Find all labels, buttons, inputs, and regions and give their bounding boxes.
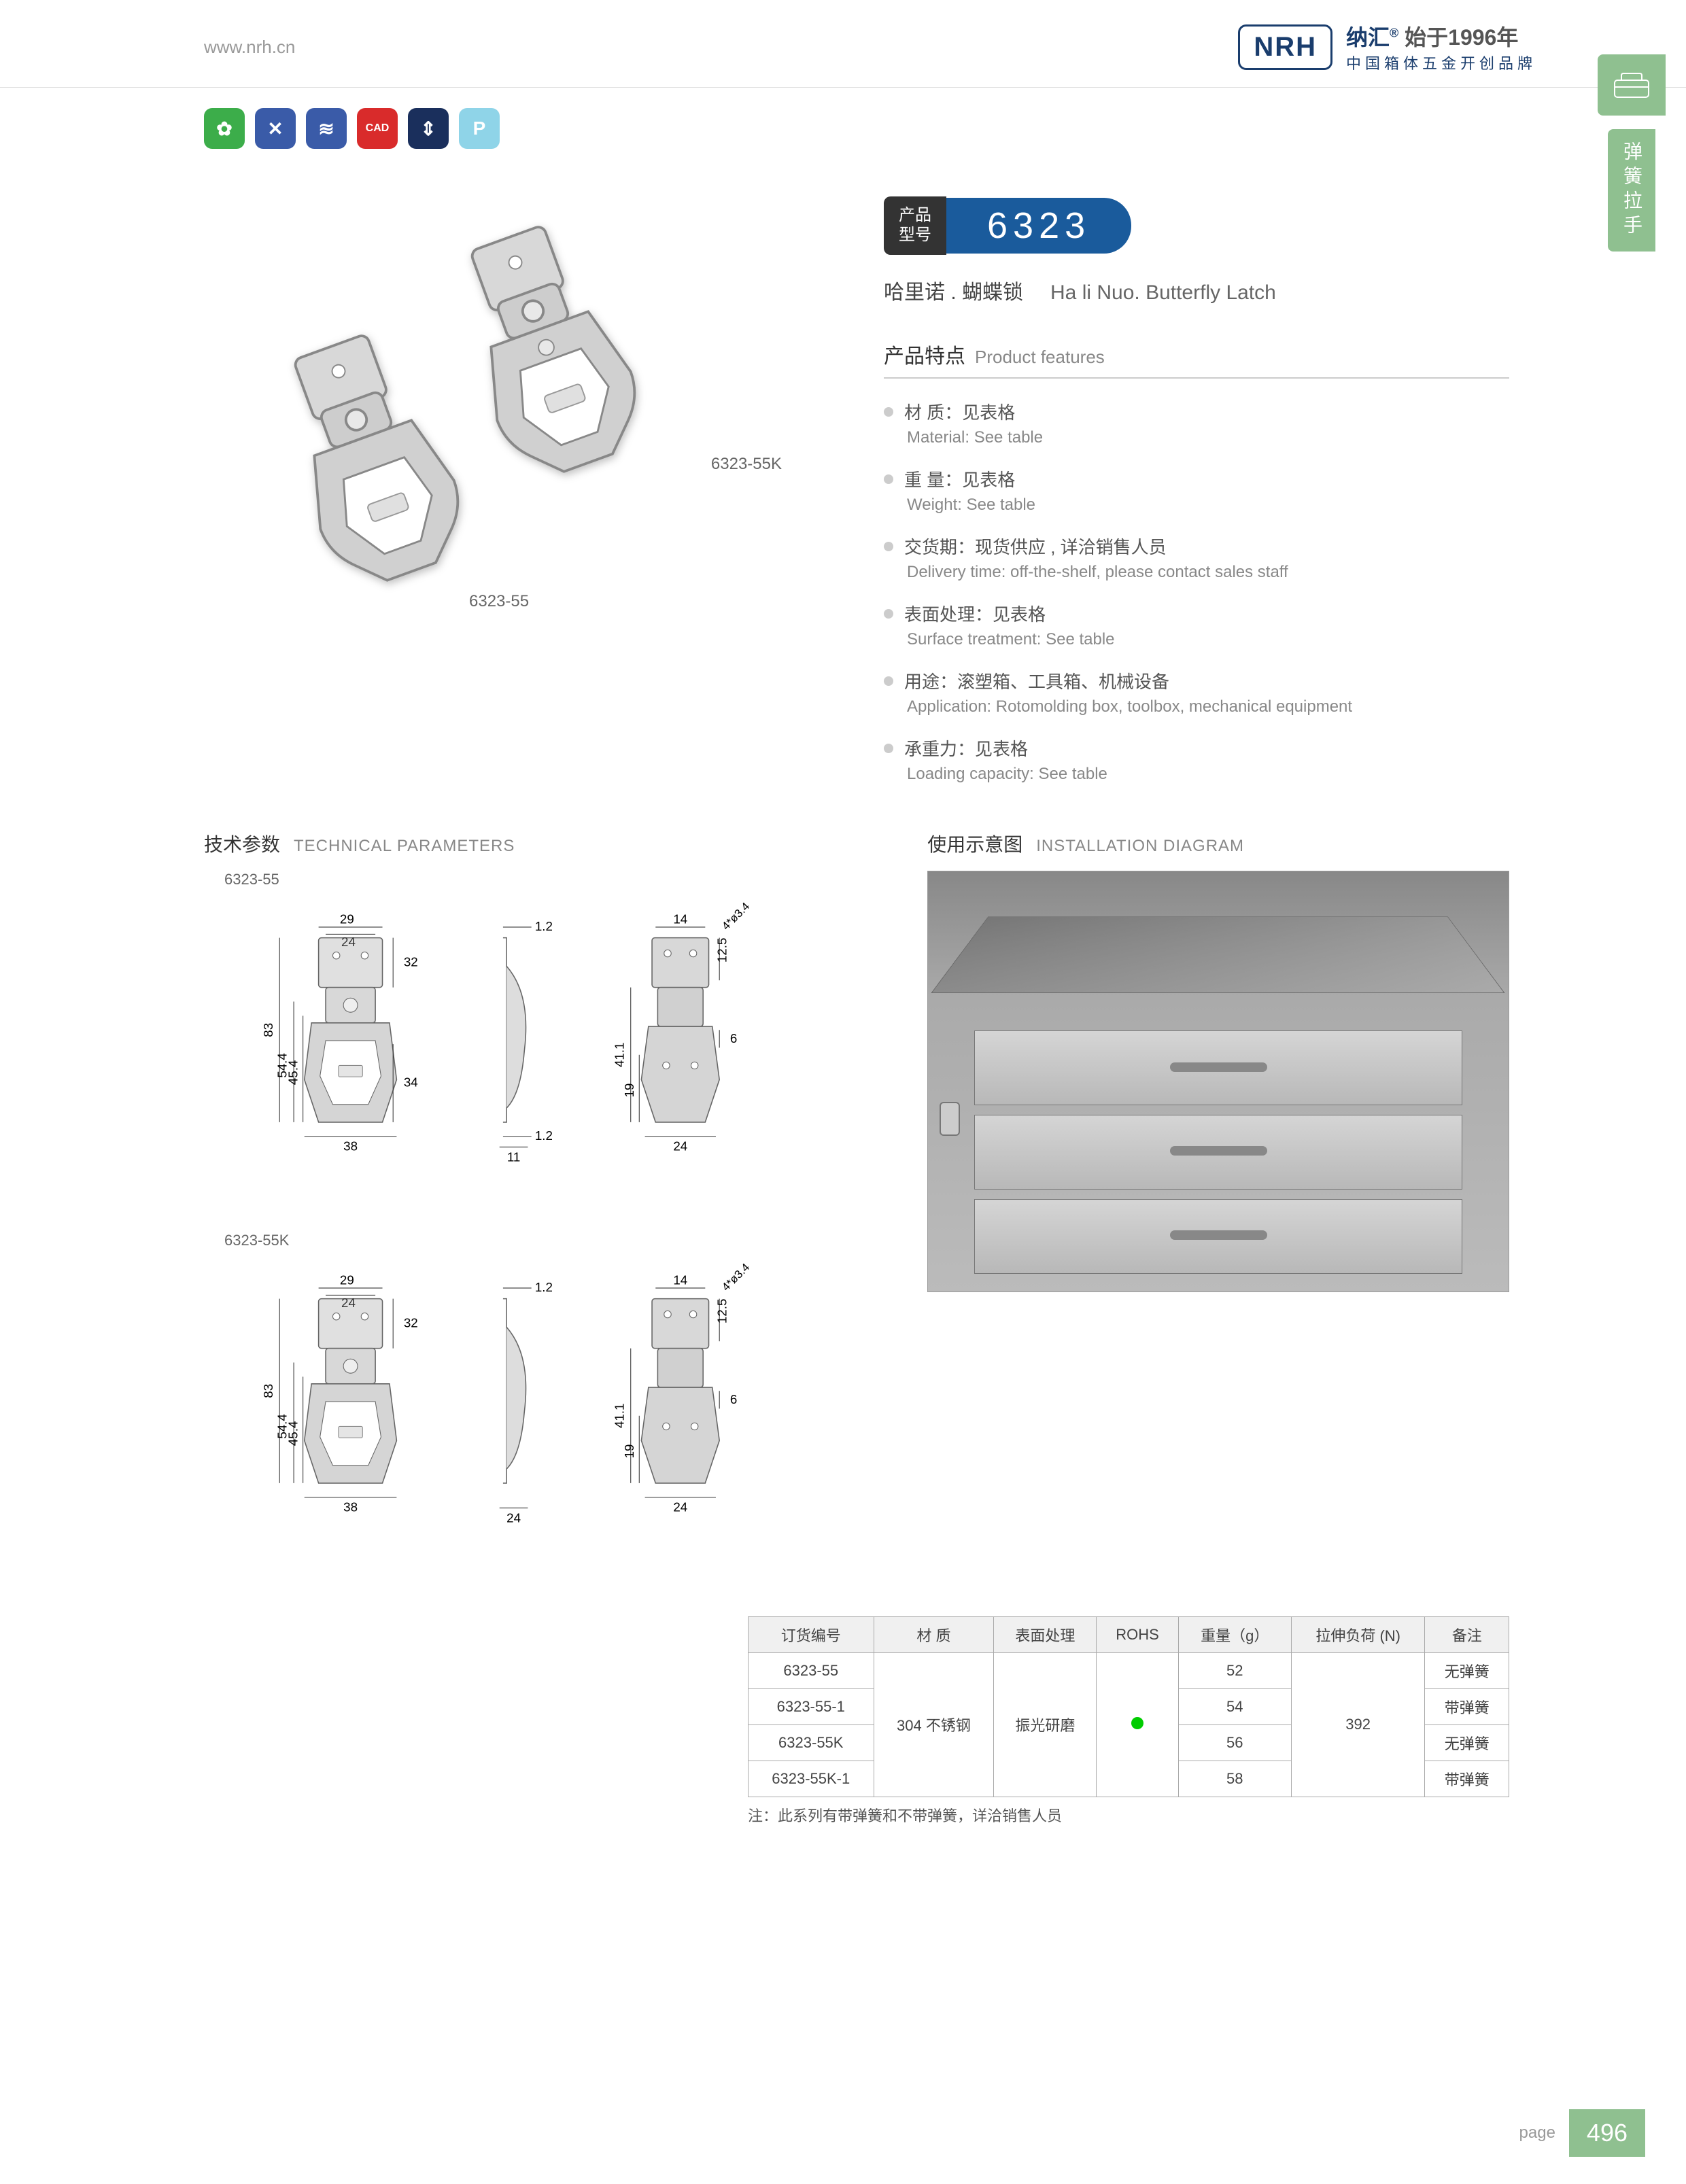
feature-list: 材 质：见表格Material: See table 重 量：见表格Weight:… [884, 399, 1509, 784]
brand-sub: 中国箱体五金开创品牌 [1346, 52, 1536, 73]
svg-text:12.5: 12.5 [715, 937, 729, 963]
svg-text:6: 6 [730, 1031, 737, 1045]
feature-item: 重 量：见表格Weight: See table [884, 466, 1509, 515]
img-label-b: 6323-55 [469, 592, 529, 611]
features-title: 产品特点Product features [884, 339, 1509, 379]
side-tabs: 弹簧拉手 [1598, 54, 1666, 252]
svg-text:19: 19 [622, 1083, 636, 1097]
table-header: 表面处理 [994, 1616, 1097, 1652]
icon-row: ✿✕≋CAD⇕P [0, 88, 1686, 169]
svg-text:1.2: 1.2 [535, 1280, 553, 1294]
model-header: 产品型号 6323 [884, 196, 1509, 255]
tech-diagram: 29248354.445.43234381.21.211144*ø3.441.1… [204, 895, 873, 1221]
svg-text:83: 83 [261, 1022, 275, 1037]
svg-text:4*ø3.4: 4*ø3.4 [719, 899, 752, 932]
img-label-a: 6323-55K [711, 455, 782, 474]
svg-text:14: 14 [673, 1272, 687, 1287]
feature-icon: ≋ [306, 108, 347, 149]
website-url: www.nrh.cn [204, 37, 295, 58]
category-label: 弹簧拉手 [1608, 129, 1655, 252]
svg-text:38: 38 [343, 1139, 358, 1153]
svg-text:19: 19 [622, 1444, 636, 1458]
category-icon [1598, 54, 1666, 116]
table-header: 订货编号 [749, 1616, 874, 1652]
page-label: page [1506, 2114, 1569, 2152]
svg-text:32: 32 [404, 1315, 418, 1330]
svg-text:83: 83 [261, 1383, 275, 1398]
model-number: 6323 [946, 198, 1131, 254]
feature-item: 用途：滚塑箱、工具箱、机械设备Application: Rotomolding … [884, 668, 1509, 716]
page-footer: page 496 [1506, 2109, 1645, 2157]
svg-text:29: 29 [340, 1272, 354, 1287]
svg-text:29: 29 [340, 912, 354, 926]
svg-text:45.4: 45.4 [286, 1421, 300, 1446]
feature-item: 交货期：现货供应 , 详洽销售人员Delivery time: off-the-… [884, 534, 1509, 582]
feature-icon: ✿ [204, 108, 245, 149]
feature-icon: ✕ [255, 108, 296, 149]
feature-item: 承重力：见表格Loading capacity: See table [884, 735, 1509, 784]
brand-text: 纳汇® 始于1996年 中国箱体五金开创品牌 [1346, 20, 1536, 73]
svg-text:14: 14 [673, 912, 687, 926]
table-note: 注：此系列有带弹簧和不带弹簧，详洽销售人员 [748, 1804, 1509, 1826]
spec-table: 订货编号材 质表面处理ROHS重量（g）拉伸负荷 (N)备注 6323-5530… [748, 1616, 1509, 1797]
svg-text:38: 38 [343, 1500, 358, 1514]
feature-icon: P [459, 108, 500, 149]
feature-icon: CAD [357, 108, 398, 149]
tech-diagram: 29248354.445.432381.224144*ø3.441.11912.… [204, 1256, 873, 1582]
svg-text:1.2: 1.2 [535, 1128, 553, 1143]
model-tag: 产品型号 [884, 196, 946, 255]
svg-text:24: 24 [341, 935, 356, 949]
svg-text:41.1: 41.1 [612, 1042, 626, 1067]
table-row: 6323-55304 不锈钢振光研磨52392无弹簧 [749, 1652, 1509, 1688]
svg-text:1.2: 1.2 [535, 919, 553, 933]
svg-text:41.1: 41.1 [612, 1403, 626, 1428]
page-header: www.nrh.cn NRH 纳汇® 始于1996年 中国箱体五金开创品牌 [0, 0, 1686, 88]
installation-image [927, 871, 1509, 1292]
feature-icon: ⇕ [408, 108, 449, 149]
table-header: 重量（g） [1178, 1616, 1291, 1652]
svg-text:24: 24 [341, 1296, 356, 1310]
svg-text:45.4: 45.4 [286, 1060, 300, 1085]
table-header: 备注 [1425, 1616, 1509, 1652]
product-name: 哈里诺 . 蝴蝶锁Ha li Nuo. Butterfly Latch [884, 275, 1509, 305]
page-number: 496 [1569, 2109, 1645, 2157]
svg-text:4*ø3.4: 4*ø3.4 [719, 1260, 752, 1293]
table-header: 材 质 [874, 1616, 994, 1652]
feature-item: 表面处理：见表格Surface treatment: See table [884, 601, 1509, 649]
svg-text:12.5: 12.5 [715, 1298, 729, 1323]
svg-text:11: 11 [507, 1149, 520, 1164]
svg-text:24: 24 [673, 1139, 687, 1153]
tech-title: 技术参数TECHNICAL PARAMETERS [204, 830, 873, 857]
diagram-label: 6323-55K [224, 1232, 873, 1249]
product-image: 6323-55K 6323-55 [204, 196, 829, 618]
feature-item: 材 质：见表格Material: See table [884, 399, 1509, 447]
install-title: 使用示意图INSTALLATION DIAGRAM [927, 830, 1509, 857]
svg-text:6: 6 [730, 1392, 737, 1406]
svg-text:24: 24 [506, 1510, 521, 1525]
nrh-logo: NRH [1238, 24, 1332, 70]
logo-area: NRH 纳汇® 始于1996年 中国箱体五金开创品牌 [1238, 20, 1536, 73]
brand-year: 始于1996年 [1405, 25, 1518, 50]
svg-text:32: 32 [404, 954, 418, 969]
svg-text:34: 34 [404, 1075, 418, 1089]
svg-text:24: 24 [673, 1500, 687, 1514]
diagram-label: 6323-55 [224, 871, 873, 888]
table-header: ROHS [1097, 1616, 1178, 1652]
table-header: 拉伸负荷 (N) [1291, 1616, 1425, 1652]
brand-cn: 纳汇 [1346, 25, 1390, 50]
